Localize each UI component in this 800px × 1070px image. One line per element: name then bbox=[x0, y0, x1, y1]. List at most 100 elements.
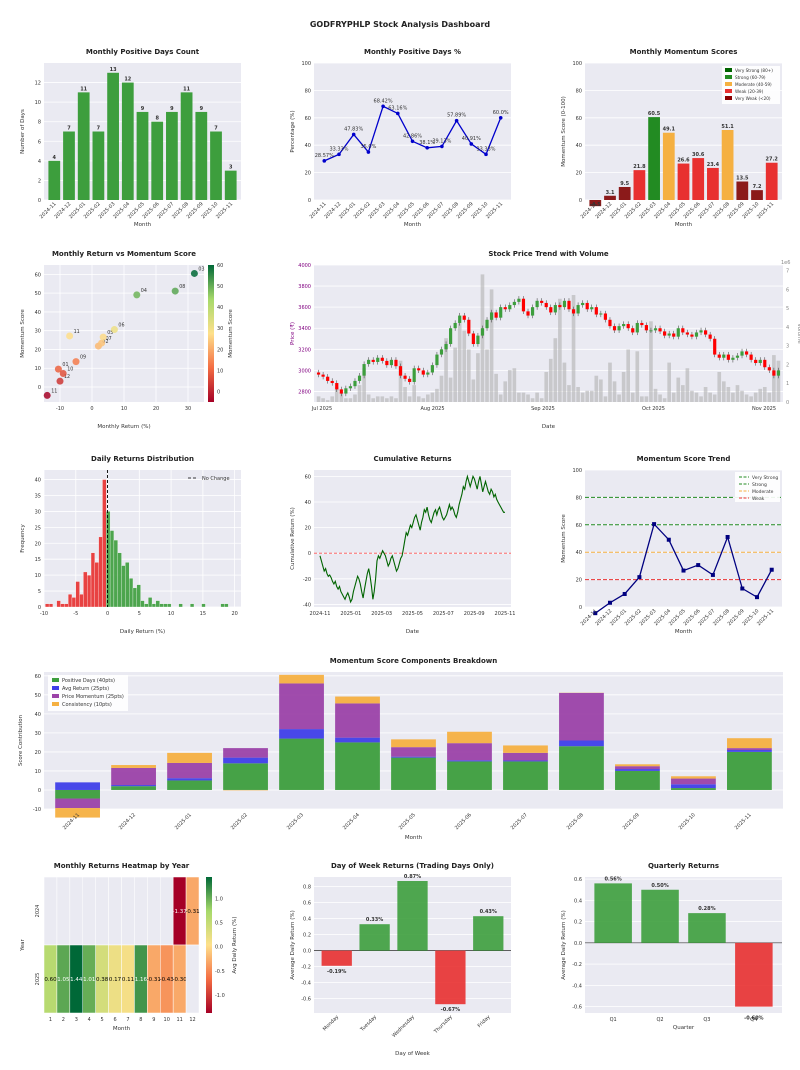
volume-bar bbox=[745, 394, 749, 402]
legend-entry: Positive Days (40pts) bbox=[62, 678, 115, 684]
dow-ytick: -0.4 bbox=[301, 981, 311, 987]
bar-label: 9 bbox=[141, 106, 145, 112]
dow-chart: Day of Week Returns (Trading Days Only)A… bbox=[290, 862, 511, 1057]
bar-label: 0.43% bbox=[480, 909, 497, 915]
candle bbox=[777, 370, 780, 375]
legend-entry: Strong (60-79) bbox=[735, 75, 766, 80]
colorbar-label: Avg Daily Return (%) bbox=[232, 916, 238, 973]
cum-xtick: 2025-09 bbox=[464, 611, 485, 617]
qtr-ytick: 0.4 bbox=[574, 898, 582, 904]
hist-bar bbox=[125, 562, 129, 607]
candle bbox=[563, 301, 566, 307]
qtr-ytick: 0.2 bbox=[574, 920, 582, 926]
volume-bar bbox=[526, 394, 530, 402]
colorbar-label: Momentum Score bbox=[228, 309, 234, 358]
stack-segment bbox=[167, 753, 212, 763]
volume-bar bbox=[690, 391, 694, 402]
volume-bar bbox=[740, 391, 744, 402]
bar-label: 23.4 bbox=[707, 162, 720, 168]
bar-label: 13 bbox=[110, 67, 117, 73]
bar bbox=[225, 171, 237, 200]
stack-segment bbox=[167, 778, 212, 780]
cum-ytick: -20 bbox=[303, 577, 311, 583]
volume-bar bbox=[535, 393, 539, 402]
volume-bar bbox=[513, 368, 517, 402]
point-label: 33.33% bbox=[476, 146, 495, 152]
volume-bar bbox=[713, 394, 717, 402]
bar bbox=[678, 164, 690, 200]
volume-bar bbox=[635, 351, 639, 402]
volume-bar bbox=[426, 394, 430, 402]
candle bbox=[581, 303, 584, 305]
heat-cell bbox=[134, 877, 147, 945]
volume-bar bbox=[699, 396, 703, 402]
bar-label: 9 bbox=[200, 106, 204, 112]
hist-ytick: 35 bbox=[35, 493, 41, 499]
hist-ytick: 10 bbox=[35, 573, 41, 579]
qtr-xtick: Q3 bbox=[703, 1017, 710, 1023]
point-label: 09 bbox=[80, 355, 86, 361]
dow-xtick: Tuesday bbox=[359, 1014, 378, 1033]
candle bbox=[526, 311, 529, 315]
ret_vs_mom-ylabel: Momentum Score bbox=[20, 309, 26, 358]
pos-pct-ytick: 100 bbox=[301, 61, 311, 67]
pos-count-ytick: 10 bbox=[35, 100, 41, 106]
comp-xtick: 2024-12 bbox=[118, 812, 137, 831]
bar-label: 3.1 bbox=[606, 190, 615, 196]
ret_dist-plot-area bbox=[44, 470, 241, 607]
comp-ytick: 40 bbox=[35, 712, 41, 718]
bar bbox=[93, 132, 105, 201]
volume-bar bbox=[371, 398, 375, 402]
volume-ytick: 2 bbox=[786, 362, 789, 368]
volume-bar bbox=[704, 387, 708, 402]
colorbar-tick: 60 bbox=[217, 263, 223, 269]
qtr-xtick: Q1 bbox=[610, 1017, 617, 1023]
price_vol-ylabel: Price (₹) bbox=[289, 322, 296, 345]
scatter-point bbox=[133, 291, 140, 298]
bar bbox=[48, 161, 60, 200]
dashboard-title: GODFRYPHLP Stock Analysis Dashboard bbox=[310, 20, 491, 29]
stack-segment bbox=[391, 757, 436, 758]
cum-xtick: 2024-11 bbox=[310, 611, 331, 617]
candle bbox=[709, 335, 712, 339]
volume-bar bbox=[667, 363, 671, 402]
bar-label: -0.67% bbox=[441, 1007, 460, 1013]
trend-point bbox=[755, 595, 759, 599]
bar-label: 7.2 bbox=[753, 184, 762, 190]
bar-label: 9.5 bbox=[620, 181, 629, 187]
legend-entry: Price Momentum (25pts) bbox=[62, 694, 124, 700]
bar bbox=[137, 112, 149, 200]
legend-entry: Strong bbox=[752, 482, 767, 488]
point-label: 11 bbox=[51, 388, 57, 394]
trend-ytick: 100 bbox=[572, 468, 582, 474]
quarterly-xlabel: Quarter bbox=[673, 1025, 695, 1031]
hist-bar bbox=[122, 566, 126, 607]
price-ytick: 3200 bbox=[298, 347, 311, 353]
point bbox=[367, 150, 371, 154]
candle bbox=[422, 370, 425, 374]
candle bbox=[435, 355, 438, 366]
bar-label: 49.1 bbox=[663, 127, 676, 133]
price_vol-plot-area bbox=[314, 265, 783, 402]
volume-bar bbox=[549, 359, 553, 402]
dow-ytick: 0.2 bbox=[303, 933, 311, 939]
stack-segment bbox=[447, 760, 492, 761]
candle bbox=[681, 328, 684, 332]
cum-ytick: 60 bbox=[305, 474, 311, 480]
point bbox=[440, 145, 444, 149]
pos-pct-ytick: 80 bbox=[305, 88, 311, 94]
volume-bar bbox=[567, 385, 571, 402]
hist-xtick: 10 bbox=[168, 611, 174, 617]
point-label: 60.0% bbox=[493, 110, 509, 116]
pos_pct-xlabel: Month bbox=[404, 222, 422, 228]
volume-bar bbox=[467, 349, 471, 402]
comp-ytick: 10 bbox=[35, 769, 41, 775]
volume-exponent: 1e6 bbox=[781, 260, 790, 266]
heat-label: 1.16 bbox=[135, 977, 148, 983]
hist-ytick: 20 bbox=[35, 541, 41, 547]
heat-cell bbox=[83, 877, 96, 945]
mom_scores-xlabel: Month bbox=[675, 222, 693, 228]
pos-count-ytick: 2 bbox=[38, 178, 41, 184]
stack-segment bbox=[111, 786, 156, 790]
